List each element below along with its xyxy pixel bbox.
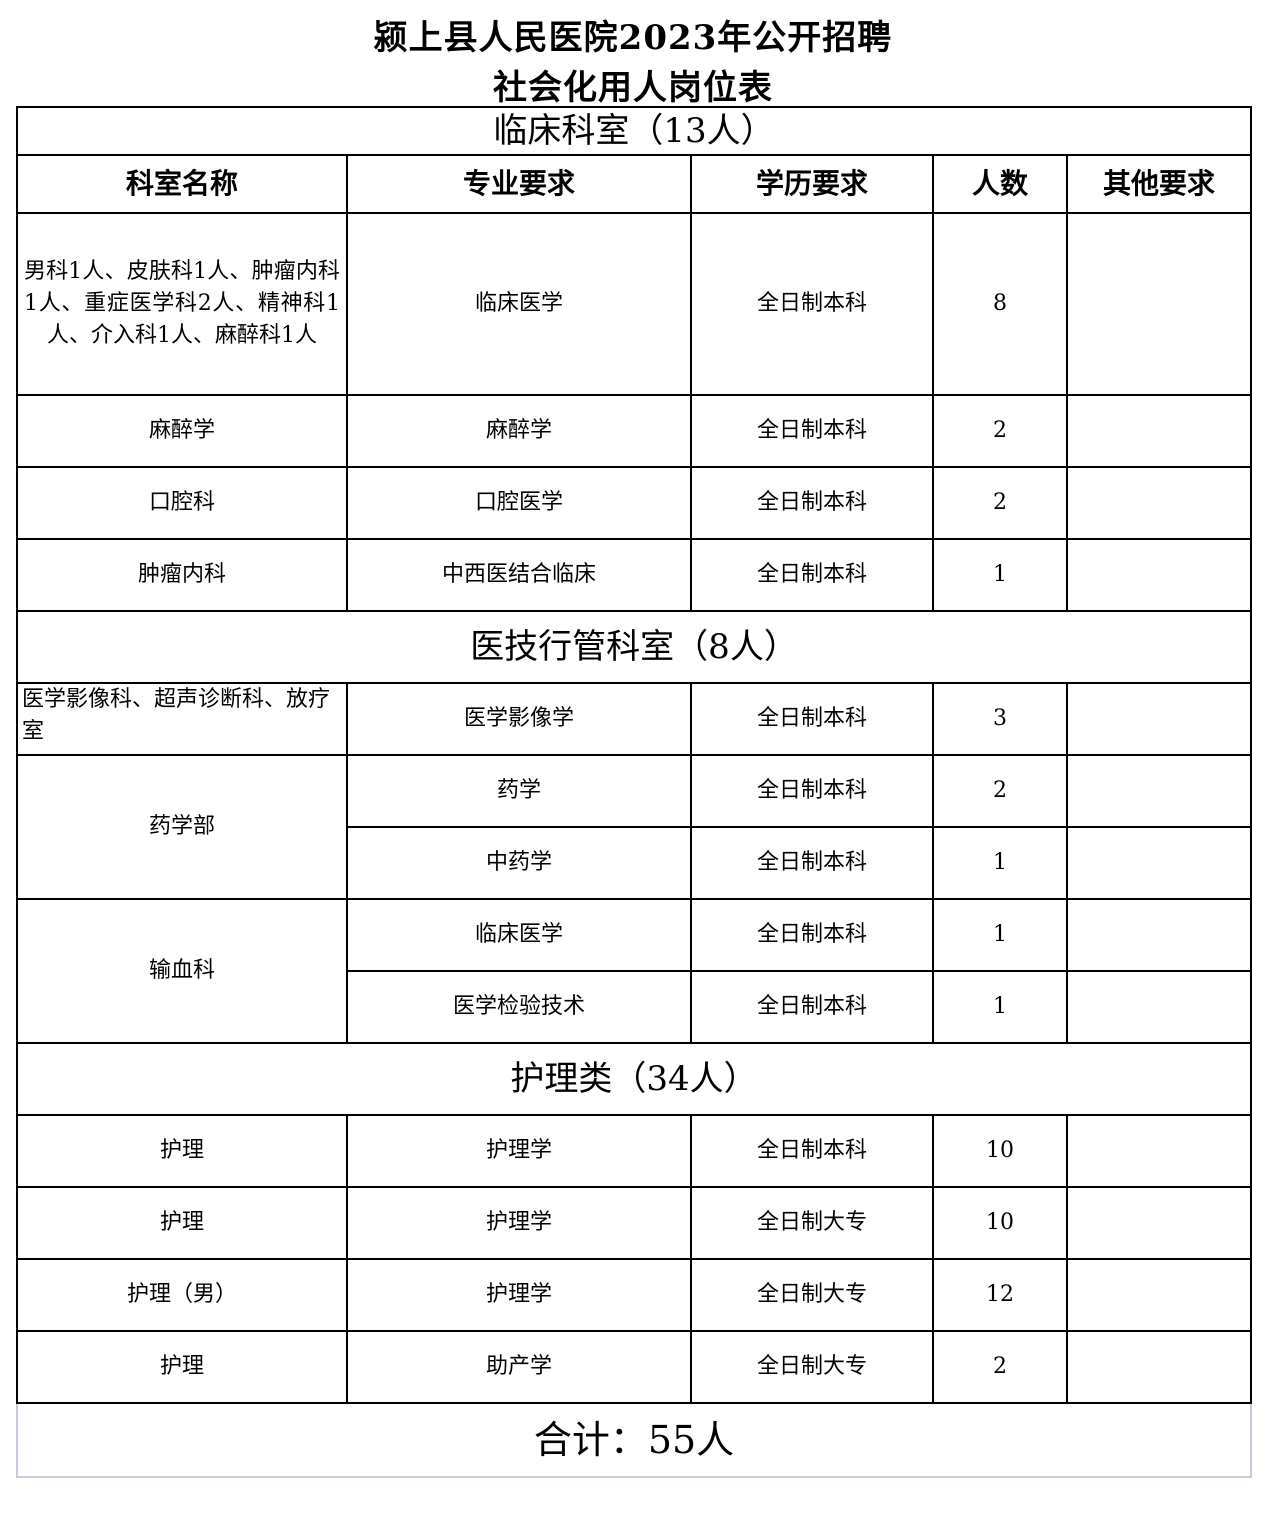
other-requirements-cell — [1065, 682, 1253, 756]
education-cell: 全日制本科 — [690, 212, 934, 396]
document-title: 颍上县人民医院2023年公开招聘 — [373, 18, 893, 58]
section-title: 临床科室（13人） — [15, 106, 1253, 156]
education-cell: 全日制本科 — [690, 682, 934, 756]
other-requirements-cell — [1065, 538, 1253, 612]
headcount-cell: 12 — [932, 1258, 1068, 1332]
positions-table: 临床科室（13人） 科室名称 专业要求 学历要求 人数 其他要求 男科1人、皮肤科1人、肿瘤… — [15, 106, 1253, 1478]
other-requirements-cell — [1065, 212, 1253, 396]
column-header: 科室名称 — [16, 154, 348, 214]
major-cell: 护理学 — [346, 1258, 692, 1332]
education-cell: 全日制本科 — [690, 898, 934, 972]
education-cell: 全日制本科 — [690, 394, 934, 468]
section-header: 护理类（34人） — [15, 1042, 1253, 1116]
headcount-cell: 10 — [932, 1114, 1068, 1188]
section-header: 医技行管科室（8人） — [15, 610, 1253, 684]
major-cell: 护理学 — [346, 1186, 692, 1260]
headcount-cell: 2 — [932, 394, 1068, 468]
major-cell: 口腔医学 — [346, 466, 692, 540]
table-row: 输血科 临床医学 全日制本科 1 — [16, 898, 1253, 1044]
headcount-cell: 8 — [932, 212, 1068, 396]
other-requirements-cell — [1065, 394, 1253, 468]
table-row: 医学检验技术 全日制本科 1 — [17, 970, 1253, 1044]
other-requirements-cell — [1065, 970, 1253, 1044]
section-title: 护理类（34人） — [15, 1042, 1253, 1116]
headcount-cell: 10 — [932, 1186, 1068, 1260]
major-cell: 临床医学 — [346, 898, 692, 972]
headcount-cell: 1 — [932, 826, 1068, 900]
other-requirements-cell — [1065, 826, 1253, 900]
other-requirements-cell — [1065, 754, 1253, 828]
department-cell: 护理 — [16, 1330, 348, 1404]
headcount-cell: 2 — [932, 1330, 1068, 1404]
education-cell: 全日制本科 — [690, 466, 934, 540]
department-cell: 男科1人、皮肤科1人、肿瘤内科1人、重症医学科2人、精神科1人、介入科1人、麻醉… — [16, 212, 348, 396]
column-header: 学历要求 — [690, 154, 934, 214]
other-requirements-cell — [1065, 898, 1253, 972]
major-cell: 麻醉学 — [346, 394, 692, 468]
table-row: 护理（男） 护理学 全日制大专 12 — [16, 1258, 1253, 1332]
other-requirements-cell — [1065, 1330, 1253, 1404]
column-header: 其他要求 — [1065, 154, 1253, 214]
table-row: 药学部 药学 全日制本科 2 — [16, 754, 1253, 900]
total-row: 合计：55人 — [15, 1402, 1253, 1478]
education-cell: 全日制本科 — [690, 1114, 934, 1188]
major-cell: 护理学 — [346, 1114, 692, 1188]
table-row: 男科1人、皮肤科1人、肿瘤内科1人、重症医学科2人、精神科1人、介入科1人、麻醉… — [16, 212, 1253, 396]
table-row: 中药学 全日制本科 1 — [17, 826, 1253, 900]
education-cell: 全日制本科 — [690, 754, 934, 828]
education-cell: 全日制大专 — [690, 1330, 934, 1404]
headcount-cell: 3 — [932, 682, 1068, 756]
education-cell: 全日制本科 — [690, 826, 934, 900]
other-requirements-cell — [1065, 1258, 1253, 1332]
table-row: 护理 助产学 全日制大专 2 — [16, 1330, 1253, 1404]
education-cell: 全日制本科 — [690, 538, 934, 612]
table-row: 护理 护理学 全日制大专 10 — [16, 1186, 1253, 1260]
department-cell: 护理（男） — [16, 1258, 348, 1332]
major-cell: 医学检验技术 — [346, 970, 692, 1044]
section-title: 医技行管科室（8人） — [15, 610, 1253, 684]
headcount-cell: 2 — [932, 466, 1068, 540]
headcount-cell: 1 — [932, 970, 1068, 1044]
major-cell: 中药学 — [346, 826, 692, 900]
column-header: 人数 — [932, 154, 1068, 214]
total-cell: 合计：55人 — [15, 1402, 1253, 1478]
department-cell: 护理 — [16, 1114, 348, 1188]
department-cell: 输血科 — [16, 898, 348, 1044]
major-cell: 医学影像学 — [346, 682, 692, 756]
education-cell: 全日制大专 — [690, 1258, 934, 1332]
table-row: 口腔科 口腔医学 全日制本科 2 — [16, 466, 1253, 540]
other-requirements-cell — [1065, 1114, 1253, 1188]
document-subtitle: 社会化用人岗位表 — [493, 68, 773, 108]
headcount-cell: 1 — [932, 538, 1068, 612]
table-row: 肿瘤内科 中西医结合临床 全日制本科 1 — [16, 538, 1253, 612]
department-cell: 肿瘤内科 — [16, 538, 348, 612]
table-row: 医学影像科、超声诊断科、放疗室 医学影像学 全日制本科 3 — [16, 682, 1253, 756]
department-cell: 医学影像科、超声诊断科、放疗室 — [16, 682, 348, 756]
major-cell: 助产学 — [346, 1330, 692, 1404]
education-cell: 全日制本科 — [690, 970, 934, 1044]
department-cell: 药学部 — [16, 754, 348, 900]
major-cell: 药学 — [346, 754, 692, 828]
education-cell: 全日制大专 — [690, 1186, 934, 1260]
headcount-cell: 2 — [932, 754, 1068, 828]
headcount-cell: 1 — [932, 898, 1068, 972]
section-header: 临床科室（13人） — [15, 106, 1253, 156]
major-cell: 中西医结合临床 — [346, 538, 692, 612]
table-row: 护理 护理学 全日制本科 10 — [16, 1114, 1253, 1188]
department-cell: 麻醉学 — [16, 394, 348, 468]
department-cell: 护理 — [16, 1186, 348, 1260]
other-requirements-cell — [1065, 1186, 1253, 1260]
department-cell: 口腔科 — [16, 466, 348, 540]
major-cell: 临床医学 — [346, 212, 692, 396]
other-requirements-cell — [1065, 466, 1253, 540]
table-row: 麻醉学 麻醉学 全日制本科 2 — [16, 394, 1253, 468]
column-header-row: 科室名称 专业要求 学历要求 人数 其他要求 — [16, 154, 1253, 214]
column-header: 专业要求 — [346, 154, 692, 214]
